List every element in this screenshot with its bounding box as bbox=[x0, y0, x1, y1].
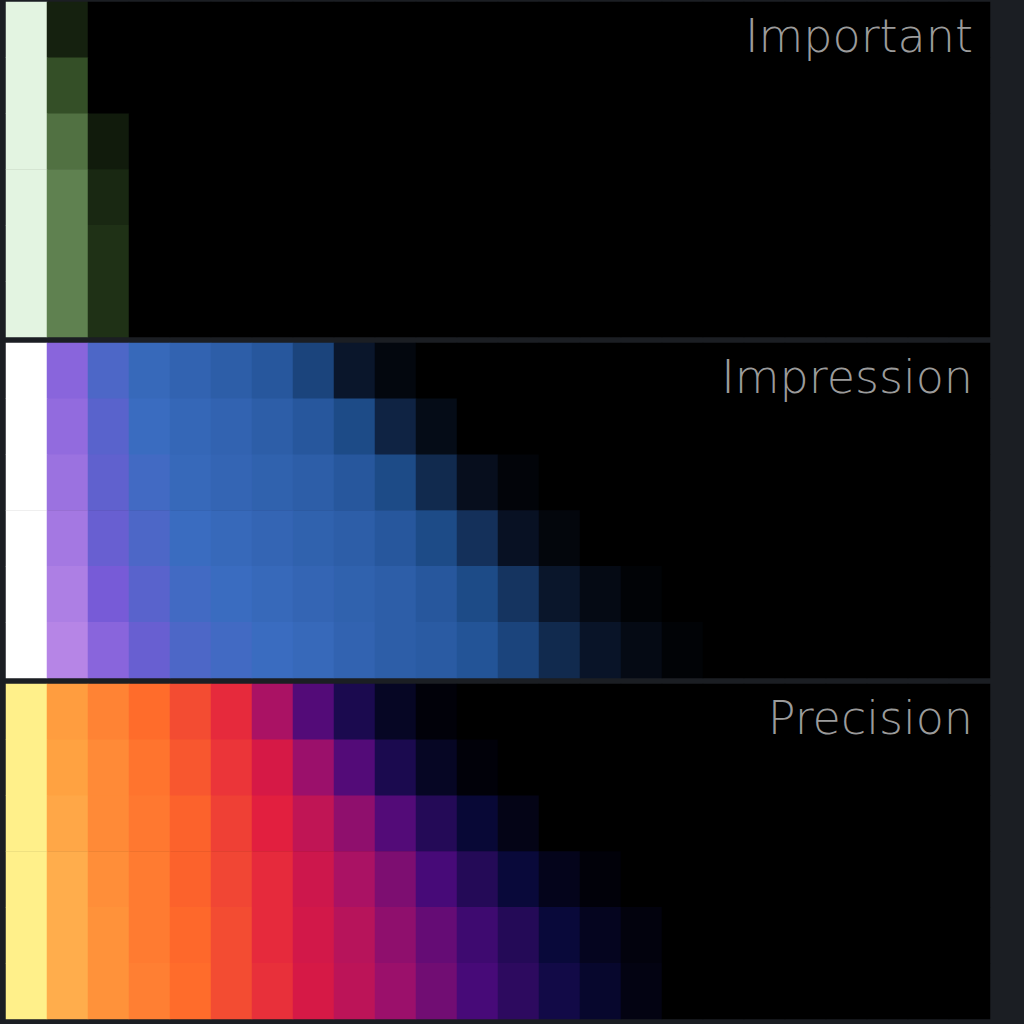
svg-text:Precision: Precision bbox=[768, 691, 973, 745]
svg-text:Impression: Impression bbox=[721, 350, 973, 404]
svg-text:Important: Important bbox=[745, 9, 973, 63]
